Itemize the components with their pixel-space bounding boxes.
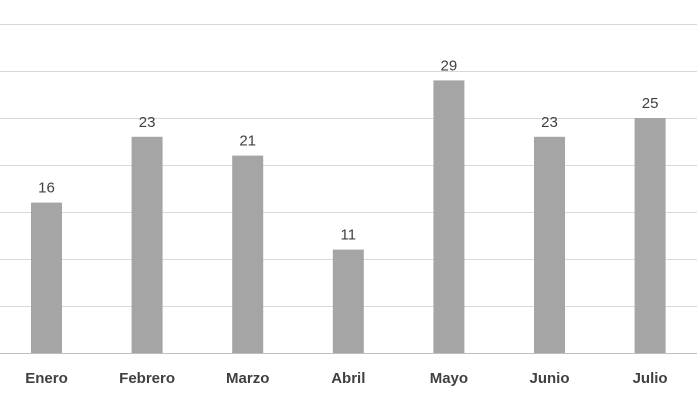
category-axis-labels: Enero Febrero Marzo Abril Mayo Junio Julio: [25, 370, 667, 387]
tick-label-marzo: Marzo: [226, 370, 269, 387]
data-label-enero: 16: [38, 180, 55, 197]
data-label-abril: 11: [341, 227, 357, 244]
tick-label-abril: Abril: [331, 370, 365, 387]
bar-enero: [31, 202, 62, 353]
bar-febrero: [131, 136, 163, 353]
tick-label-julio: Julio: [633, 370, 668, 387]
bar-marzo: [232, 155, 264, 353]
data-label-febrero: 23: [139, 114, 156, 131]
bar-abril: [332, 249, 364, 353]
data-label-mayo: 29: [441, 57, 458, 74]
tick-label-junio: Junio: [530, 370, 570, 387]
bar-junio: [534, 136, 565, 353]
data-label-marzo: 21: [239, 133, 256, 150]
tick-label-mayo: Mayo: [430, 370, 468, 387]
tick-label-febrero: Febrero: [119, 370, 175, 387]
data-label-junio: 23: [541, 114, 558, 131]
bar-mayo: [433, 80, 465, 354]
data-labels: 16 23 21 11 29 23 25: [38, 57, 658, 243]
tick-label-enero: Enero: [25, 370, 68, 387]
bars: [31, 80, 666, 354]
bar-julio: [634, 118, 666, 353]
data-label-julio: 25: [642, 95, 659, 112]
